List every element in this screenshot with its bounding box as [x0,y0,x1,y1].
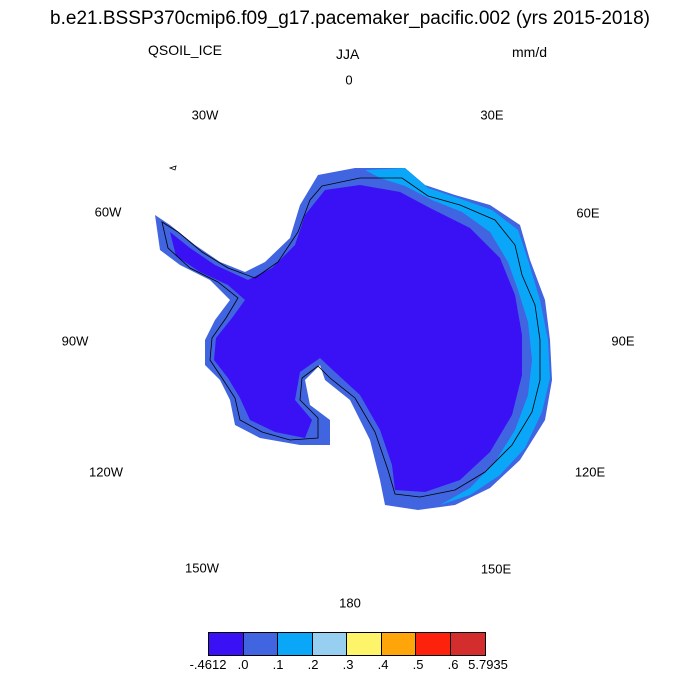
south-georgia-island [168,165,177,171]
coastline [161,177,541,498]
colorbar-box-3 [312,633,347,655]
colorbar-label-6: .5 [412,657,424,672]
lon-label-150e: 150E [480,561,512,577]
colorbar-label-1: .0 [237,657,249,672]
lon-label-30e: 30E [480,107,504,123]
colorbar-label-8: 5.7935 [468,657,508,672]
colorbar-box-7 [450,633,485,655]
colorbar-label-7: .6 [447,657,459,672]
colorbar-label-2: .1 [272,657,284,672]
colorbar-box-5 [381,633,416,655]
season-label: JJA [336,46,360,62]
lon-label-120e: 120E [574,464,606,480]
plot-title: b.e21.BSSP370cmip6.f09_g17.pacemaker_pac… [50,8,650,29]
units-label: mm/d [512,44,547,60]
colorbar-box-6 [416,633,451,655]
interior-ice-sheet-region [170,185,522,492]
colorbar-label-0: -.4612 [189,657,227,672]
lon-label-90e: 90E [611,333,635,349]
lon-label-60e: 60E [576,205,600,221]
colorbar-label-3: .2 [307,657,319,672]
colorbar-box-2 [278,633,313,655]
lon-label-150w: 150W [185,560,219,576]
lon-label-90w: 90W [61,333,89,349]
coastal-highlight-region [365,168,550,505]
colorbar-box-0 [209,633,244,655]
lon-label-30w: 30W [191,107,219,123]
colorbar-box-4 [347,633,382,655]
colorbar [208,632,486,656]
lon-label-60w: 60W [94,204,122,220]
lon-label-180: 180 [339,595,361,611]
colorbar-box-1 [243,633,278,655]
colorbar-label-5: .4 [377,657,389,672]
lon-label-120w: 120W [89,464,123,480]
variable-name: QSOIL_ICE [148,42,222,58]
colorbar-label-4: .3 [342,657,354,672]
lon-label-0: 0 [345,72,353,88]
